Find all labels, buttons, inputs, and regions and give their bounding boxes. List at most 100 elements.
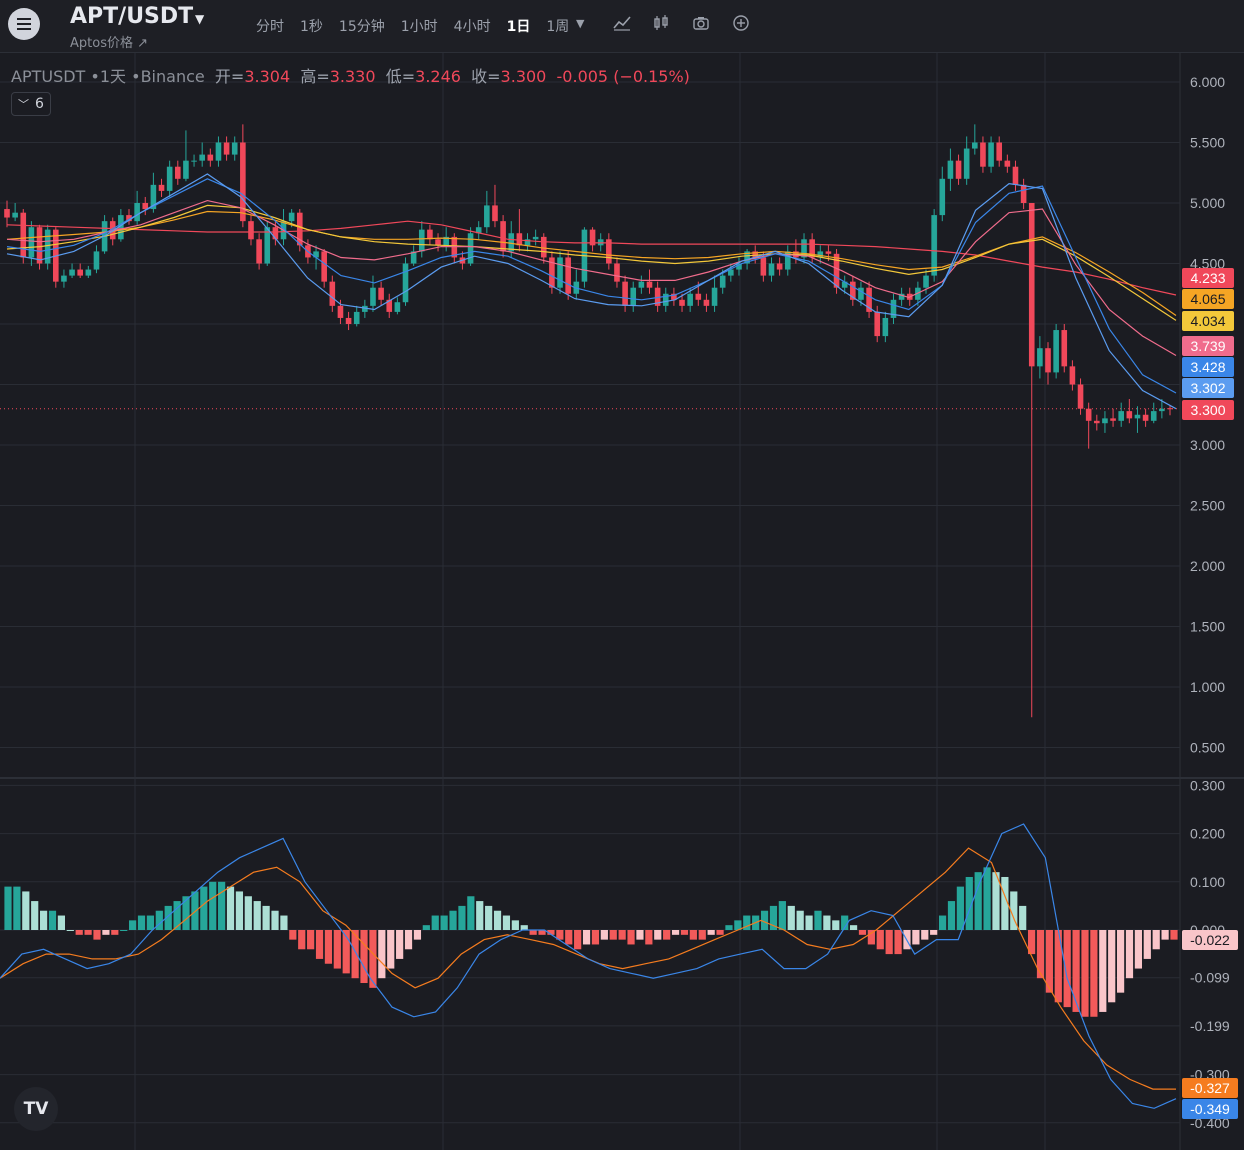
macd-histogram-bar-123	[1099, 930, 1107, 1012]
macd-histogram-bar-127	[1134, 930, 1142, 969]
candle-body-61	[500, 221, 506, 252]
macd-histogram-bar-114	[1019, 905, 1027, 930]
macd-histogram-bar-49	[440, 915, 448, 930]
candle-body-25	[207, 154, 214, 161]
candle-body-138	[1126, 411, 1133, 419]
macd-histogram-bar-41	[369, 930, 377, 988]
macd-histogram-bar-118	[1054, 930, 1062, 1003]
tradingview-logo-icon[interactable]: TV	[14, 1087, 58, 1131]
camera-icon[interactable]	[692, 14, 710, 36]
price-tag-0: 4.233	[1190, 270, 1225, 286]
price-tag-bg-6	[1182, 400, 1234, 420]
macd-histogram-bar-120	[1072, 930, 1080, 1012]
macd-histogram-bar-26	[235, 891, 244, 930]
macd-histogram-bar-56	[502, 915, 511, 930]
candle-body-98	[801, 239, 807, 258]
candle-body-94	[768, 263, 775, 276]
macd-histogram-bar-103	[921, 930, 929, 940]
macd-histogram-bar-64	[574, 930, 582, 950]
macd-histogram-bar-89	[796, 910, 804, 930]
indicators-icon[interactable]	[612, 14, 632, 36]
macd-histogram-bar-70	[627, 930, 635, 945]
candle-body-50	[410, 251, 417, 264]
price-axis-tick-1: 5.500	[1190, 135, 1225, 151]
macd-histogram-bar-99	[885, 930, 893, 955]
indicators-collapse-button[interactable]: ﹀ 6	[11, 92, 51, 116]
candle-body-130	[1061, 330, 1068, 367]
macd-histogram-bar-16	[146, 915, 155, 930]
candle-body-35	[288, 212, 295, 222]
add-circle-icon[interactable]	[732, 14, 750, 36]
macd-tag-0: -0.022	[1190, 932, 1230, 948]
macd-histogram-bar-111	[992, 872, 1000, 930]
candle-body-75	[614, 263, 620, 282]
macd-histogram-bar-52	[467, 896, 475, 930]
candle-body-82	[671, 293, 677, 300]
macd-histogram-bar-77	[689, 930, 697, 940]
price-axis-tick-6: 3.000	[1190, 437, 1225, 453]
candle-body-1	[12, 212, 18, 218]
candle-body-90	[736, 263, 742, 270]
macd-histogram-bar-94	[841, 915, 849, 930]
moving-average-line-2	[6, 204, 1177, 321]
candle-body-10	[85, 269, 92, 276]
macd-histogram-bar-96	[858, 930, 867, 935]
macd-histogram-bar-125	[1116, 930, 1125, 993]
macd-histogram-bar-108	[965, 876, 973, 930]
candle-body-134	[1094, 420, 1100, 424]
chart-canvas[interactable]: 6.0005.5005.0004.5004.0003.5003.0002.500…	[0, 53, 1244, 1150]
candle-body-128	[1045, 348, 1051, 373]
macd-histogram-bar-74	[663, 930, 671, 940]
macd-histogram-bar-91	[814, 910, 822, 930]
candle-body-108	[882, 317, 889, 337]
candle-body-59	[484, 205, 490, 228]
candle-body-24	[199, 154, 205, 161]
symbol-dropdown-icon[interactable]: ▼	[195, 12, 205, 26]
menu-logo-icon[interactable]	[8, 8, 40, 40]
price-axis-tick-8: 2.000	[1190, 558, 1225, 574]
low-value: 3.246	[415, 67, 461, 86]
macd-histogram-bar-54	[485, 905, 493, 930]
macd-histogram-bar-27	[244, 896, 252, 930]
candle-body-4	[36, 227, 43, 264]
macd-histogram-bar-37	[333, 930, 341, 969]
macd-histogram-bar-42	[378, 930, 386, 979]
interval-tab-1[interactable]: 1秒	[300, 19, 323, 35]
candle-body-117	[955, 160, 962, 179]
macd-histogram-bar-62	[556, 930, 564, 940]
macd-histogram-bar-44	[396, 930, 404, 959]
interval-tab-6[interactable]: 1周	[546, 19, 570, 35]
symbol-subtitle-link[interactable]: Aptos价格 ↗	[70, 36, 148, 51]
candle-body-40	[329, 281, 336, 306]
dropdown-caret-icon[interactable]: ▼	[576, 17, 585, 30]
candle-body-49	[402, 263, 409, 303]
candle-body-104	[850, 281, 856, 300]
candle-body-105	[858, 287, 864, 300]
candle-body-133	[1085, 408, 1092, 421]
macd-histogram-bar-34	[307, 930, 315, 950]
interval-tab-2[interactable]: 15分钟	[338, 19, 385, 35]
interval-tab-0[interactable]: 分时	[256, 19, 284, 35]
interval-tab-3[interactable]: 1小时	[400, 19, 438, 35]
macd-histogram-bar-95	[849, 925, 858, 930]
candle-body-95	[776, 263, 783, 270]
candle-body-79	[646, 281, 653, 288]
price-tag-bg-0	[1182, 268, 1234, 288]
macd-histogram-bar-104	[930, 930, 938, 935]
interval-tab-4[interactable]: 4小时	[453, 19, 491, 35]
price-axis-tick-9: 1.500	[1190, 619, 1225, 635]
macd-histogram-bar-57	[511, 920, 519, 930]
macd-histogram-bar-90	[805, 915, 813, 930]
macd-histogram-bar-98	[876, 930, 884, 950]
macd-histogram-bar-4	[40, 910, 48, 930]
candle-type-icon[interactable]	[652, 14, 670, 36]
symbol-title[interactable]: APT/USDT	[70, 4, 194, 29]
interval-tab-5[interactable]: 1日	[506, 19, 531, 35]
macd-axis-tick-5: -0.199	[1190, 1018, 1230, 1034]
candle-body-65	[532, 236, 539, 240]
macd-histogram-bar-86	[769, 905, 778, 930]
price-tag-5: 3.302	[1190, 380, 1225, 396]
macd-histogram-bar-31	[280, 915, 288, 930]
candle-body-0	[4, 209, 10, 218]
candle-body-28	[231, 142, 238, 155]
